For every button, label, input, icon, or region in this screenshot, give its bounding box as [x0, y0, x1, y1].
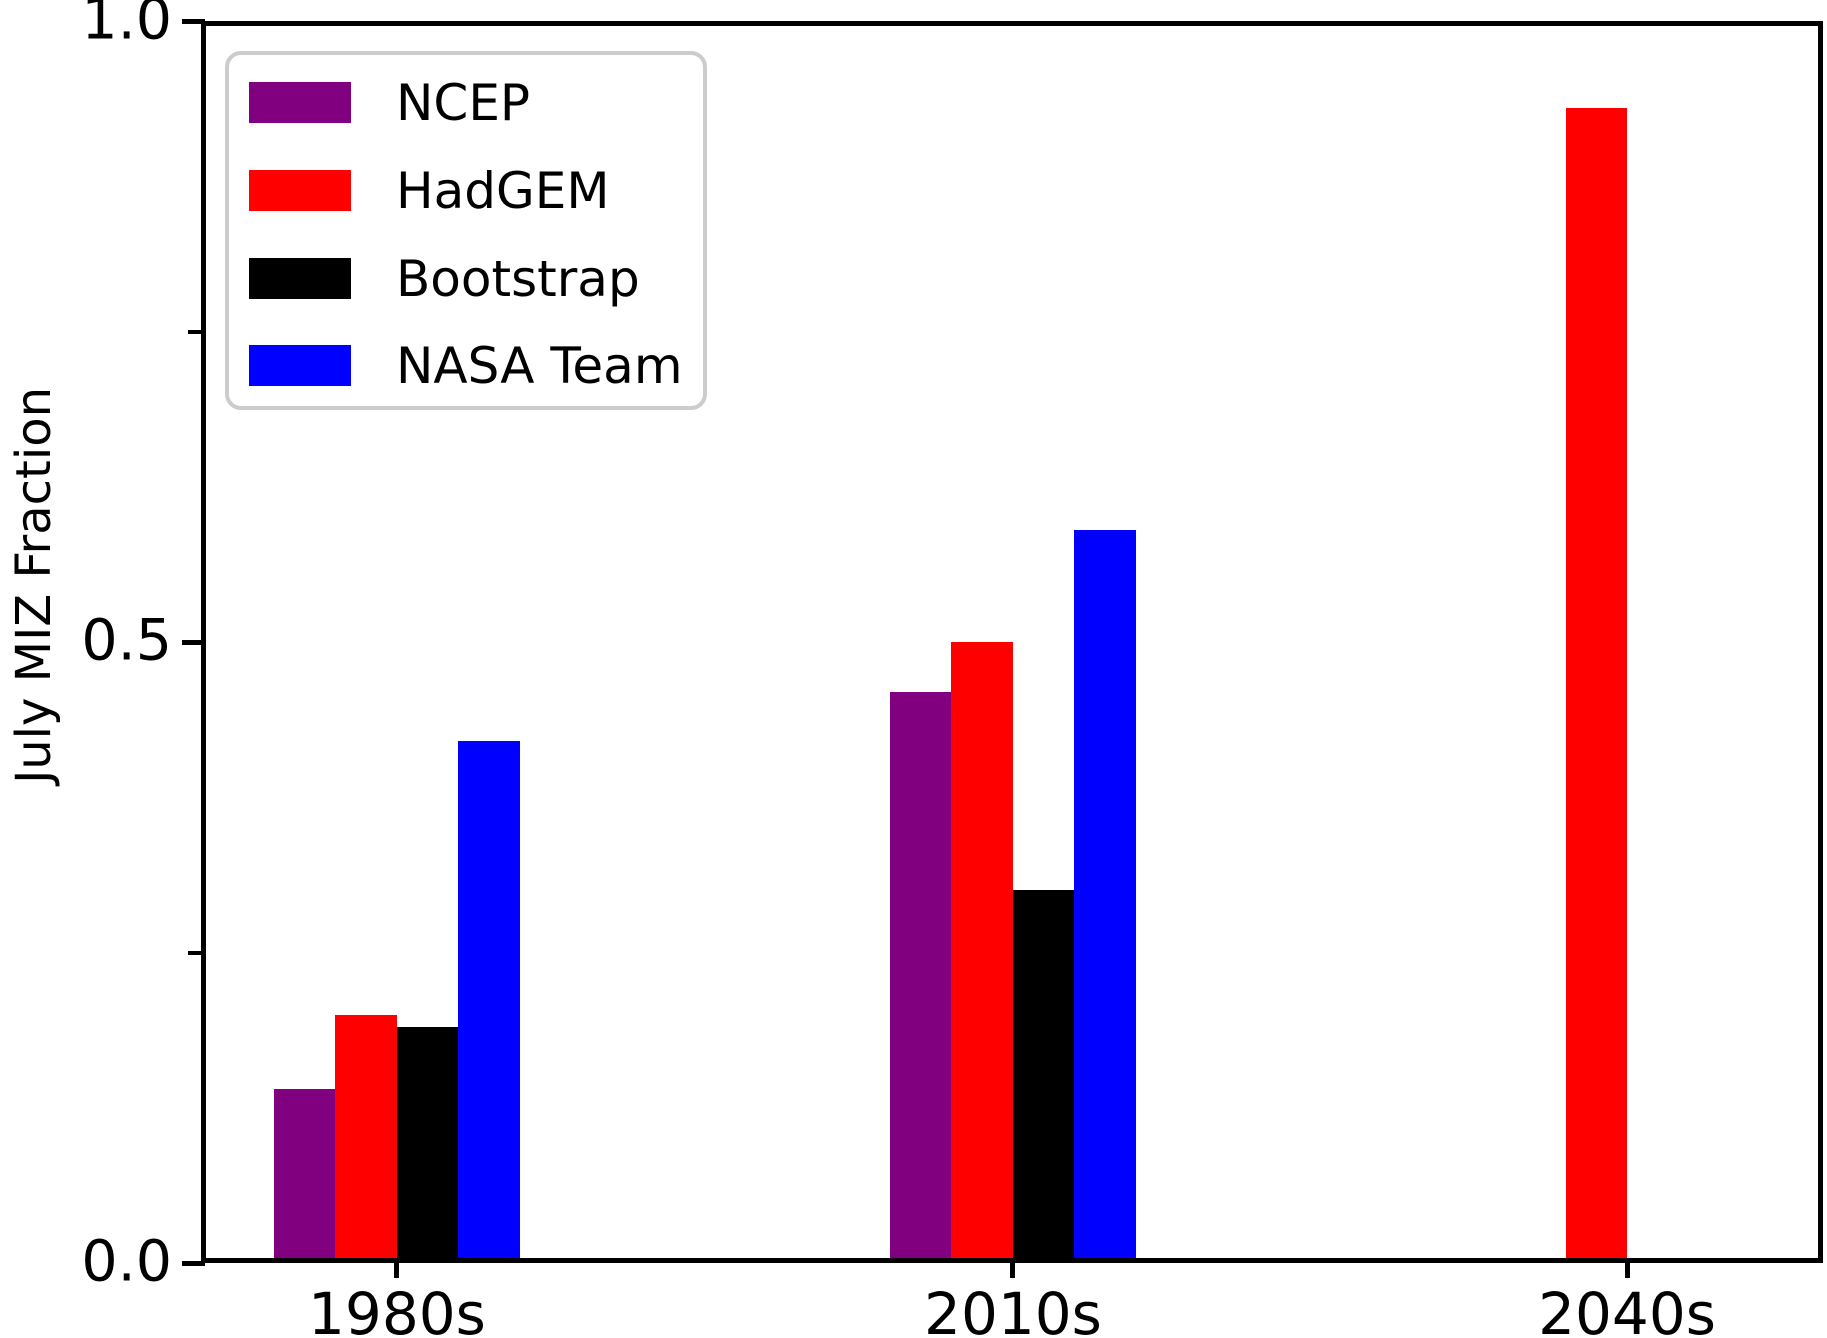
legend-label: HadGEM [396, 161, 610, 220]
y-tick-label: 0.5 [81, 607, 172, 674]
x-tick-label: 2040s [1538, 1280, 1716, 1338]
plot-area [201, 21, 1823, 1263]
bar-ncep-2010s [890, 691, 952, 1263]
y-axis-major-tick [182, 18, 205, 24]
y-axis-title-wrap: July MIZ Fraction [4, 185, 64, 985]
legend-label: Bootstrap [396, 249, 640, 308]
bar-hadgem-2010s [951, 642, 1013, 1263]
legend-swatch-hadgem [249, 170, 351, 211]
x-tick-label: 1980s [308, 1280, 486, 1338]
bar-bootstrap-1980s [396, 1027, 459, 1263]
x-axis-tick [1010, 1261, 1016, 1278]
x-axis-tick [1624, 1261, 1630, 1278]
legend-item-ncep: NCEP [249, 78, 530, 128]
y-tick-label: 0.0 [81, 1228, 172, 1295]
legend-item-hadgem: HadGEM [249, 166, 609, 216]
y-axis-minor-tick [188, 950, 205, 955]
legend-swatch-bootstrap [249, 258, 351, 299]
bar-hadgem-2040s [1565, 107, 1628, 1263]
bar-bootstrap-2010s [1012, 890, 1075, 1263]
bar-hadgem-1980s [335, 1014, 397, 1263]
legend-label: NCEP [396, 73, 531, 132]
y-axis-title: July MIZ Fraction [6, 386, 62, 784]
x-tick-label: 2010s [924, 1280, 1102, 1338]
legend-item-nasa-team: NASA Team [249, 341, 683, 391]
y-axis-minor-tick [188, 329, 205, 334]
bar-nasa-team-1980s [458, 741, 520, 1263]
bar-nasa-team-2010s [1074, 530, 1136, 1263]
legend-swatch-ncep [249, 82, 351, 123]
y-axis-major-tick [182, 639, 205, 645]
y-axis-major-tick [182, 1260, 205, 1266]
legend: NCEP HadGEM Bootstrap NASA Team [225, 51, 707, 410]
legend-swatch-nasa-team [249, 345, 351, 386]
y-tick-label: 1.0 [81, 0, 172, 53]
x-axis-tick [394, 1261, 400, 1278]
legend-item-bootstrap: Bootstrap [249, 254, 640, 304]
bar-ncep-1980s [273, 1089, 336, 1263]
legend-label: NASA Team [396, 336, 683, 395]
